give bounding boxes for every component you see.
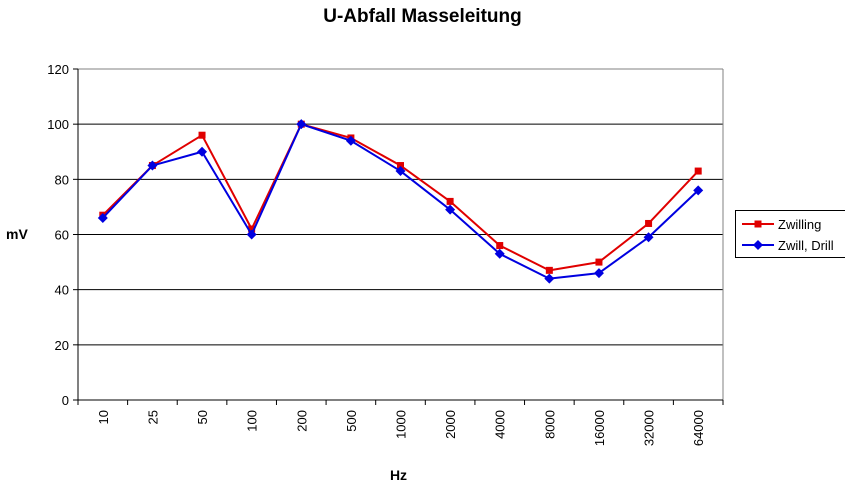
x-tick-label: 2000 <box>443 410 458 439</box>
data-point-zwill-drill <box>643 232 654 243</box>
data-point-zwill-drill <box>197 146 208 157</box>
data-point-zwill-drill <box>494 248 505 259</box>
data-point-zwilling <box>694 167 702 175</box>
series-line-0 <box>102 123 699 272</box>
y-tick-label: 40 <box>55 283 69 298</box>
y-tick-label: 100 <box>47 117 69 132</box>
data-point-zwill-drill <box>296 119 307 130</box>
data-point-zwill-drill <box>345 135 356 146</box>
data-point-zwilling <box>595 258 603 266</box>
legend-swatch-zwilling <box>742 220 774 228</box>
legend-swatch-zwill-drill <box>742 240 774 250</box>
y-tick-label: 60 <box>55 228 69 243</box>
data-point-zwill-drill <box>97 212 108 223</box>
legend-label-zwilling: Zwilling <box>778 217 822 232</box>
x-tick-label: 32000 <box>642 410 657 446</box>
data-point-zwilling <box>397 162 404 170</box>
data-point-zwill-drill <box>593 268 604 279</box>
legend-item-zwilling: Zwilling <box>736 214 845 234</box>
x-tick-label: 500 <box>344 410 359 432</box>
legend-label-zwill-drill: Zwill, Drill <box>778 238 834 253</box>
y-tick-label: 20 <box>55 338 69 353</box>
x-tick-label: 25 <box>145 410 160 424</box>
x-tick-label: 16000 <box>592 410 607 446</box>
x-tick-label: 100 <box>245 410 260 432</box>
x-tick-label: 50 <box>195 410 210 424</box>
legend-item-zwill-drill: Zwill, Drill <box>736 235 845 255</box>
data-point-zwilling <box>496 242 504 250</box>
data-point-zwill-drill <box>246 229 257 240</box>
y-tick-label: 0 <box>62 393 69 408</box>
x-tick-label: 8000 <box>542 410 557 439</box>
data-point-zwilling <box>446 197 454 205</box>
data-point-zwilling <box>248 225 256 233</box>
data-point-zwill-drill <box>693 185 704 196</box>
x-tick-label: 1000 <box>394 410 409 439</box>
y-axis-title: mV <box>6 226 28 242</box>
legend: Zwilling Zwill, Drill <box>735 210 845 258</box>
x-tick-label: 4000 <box>493 410 508 439</box>
chart-title: U-Abfall Masseleitung <box>323 6 522 27</box>
data-point-zwill-drill <box>544 273 555 284</box>
y-tick-label: 120 <box>47 62 69 77</box>
data-point-zwill-drill <box>395 166 406 177</box>
x-tick-label: 10 <box>96 410 111 424</box>
data-point-zwill-drill <box>147 160 158 171</box>
data-point-zwilling <box>545 266 553 274</box>
x-axis-title: Hz <box>390 467 407 483</box>
data-point-zwilling <box>198 131 206 139</box>
x-tick-label: 200 <box>294 410 309 432</box>
data-point-zwilling <box>645 219 653 227</box>
data-point-zwill-drill <box>445 204 456 215</box>
x-tick-label: 64000 <box>691 410 706 446</box>
y-tick-label: 80 <box>55 172 69 187</box>
